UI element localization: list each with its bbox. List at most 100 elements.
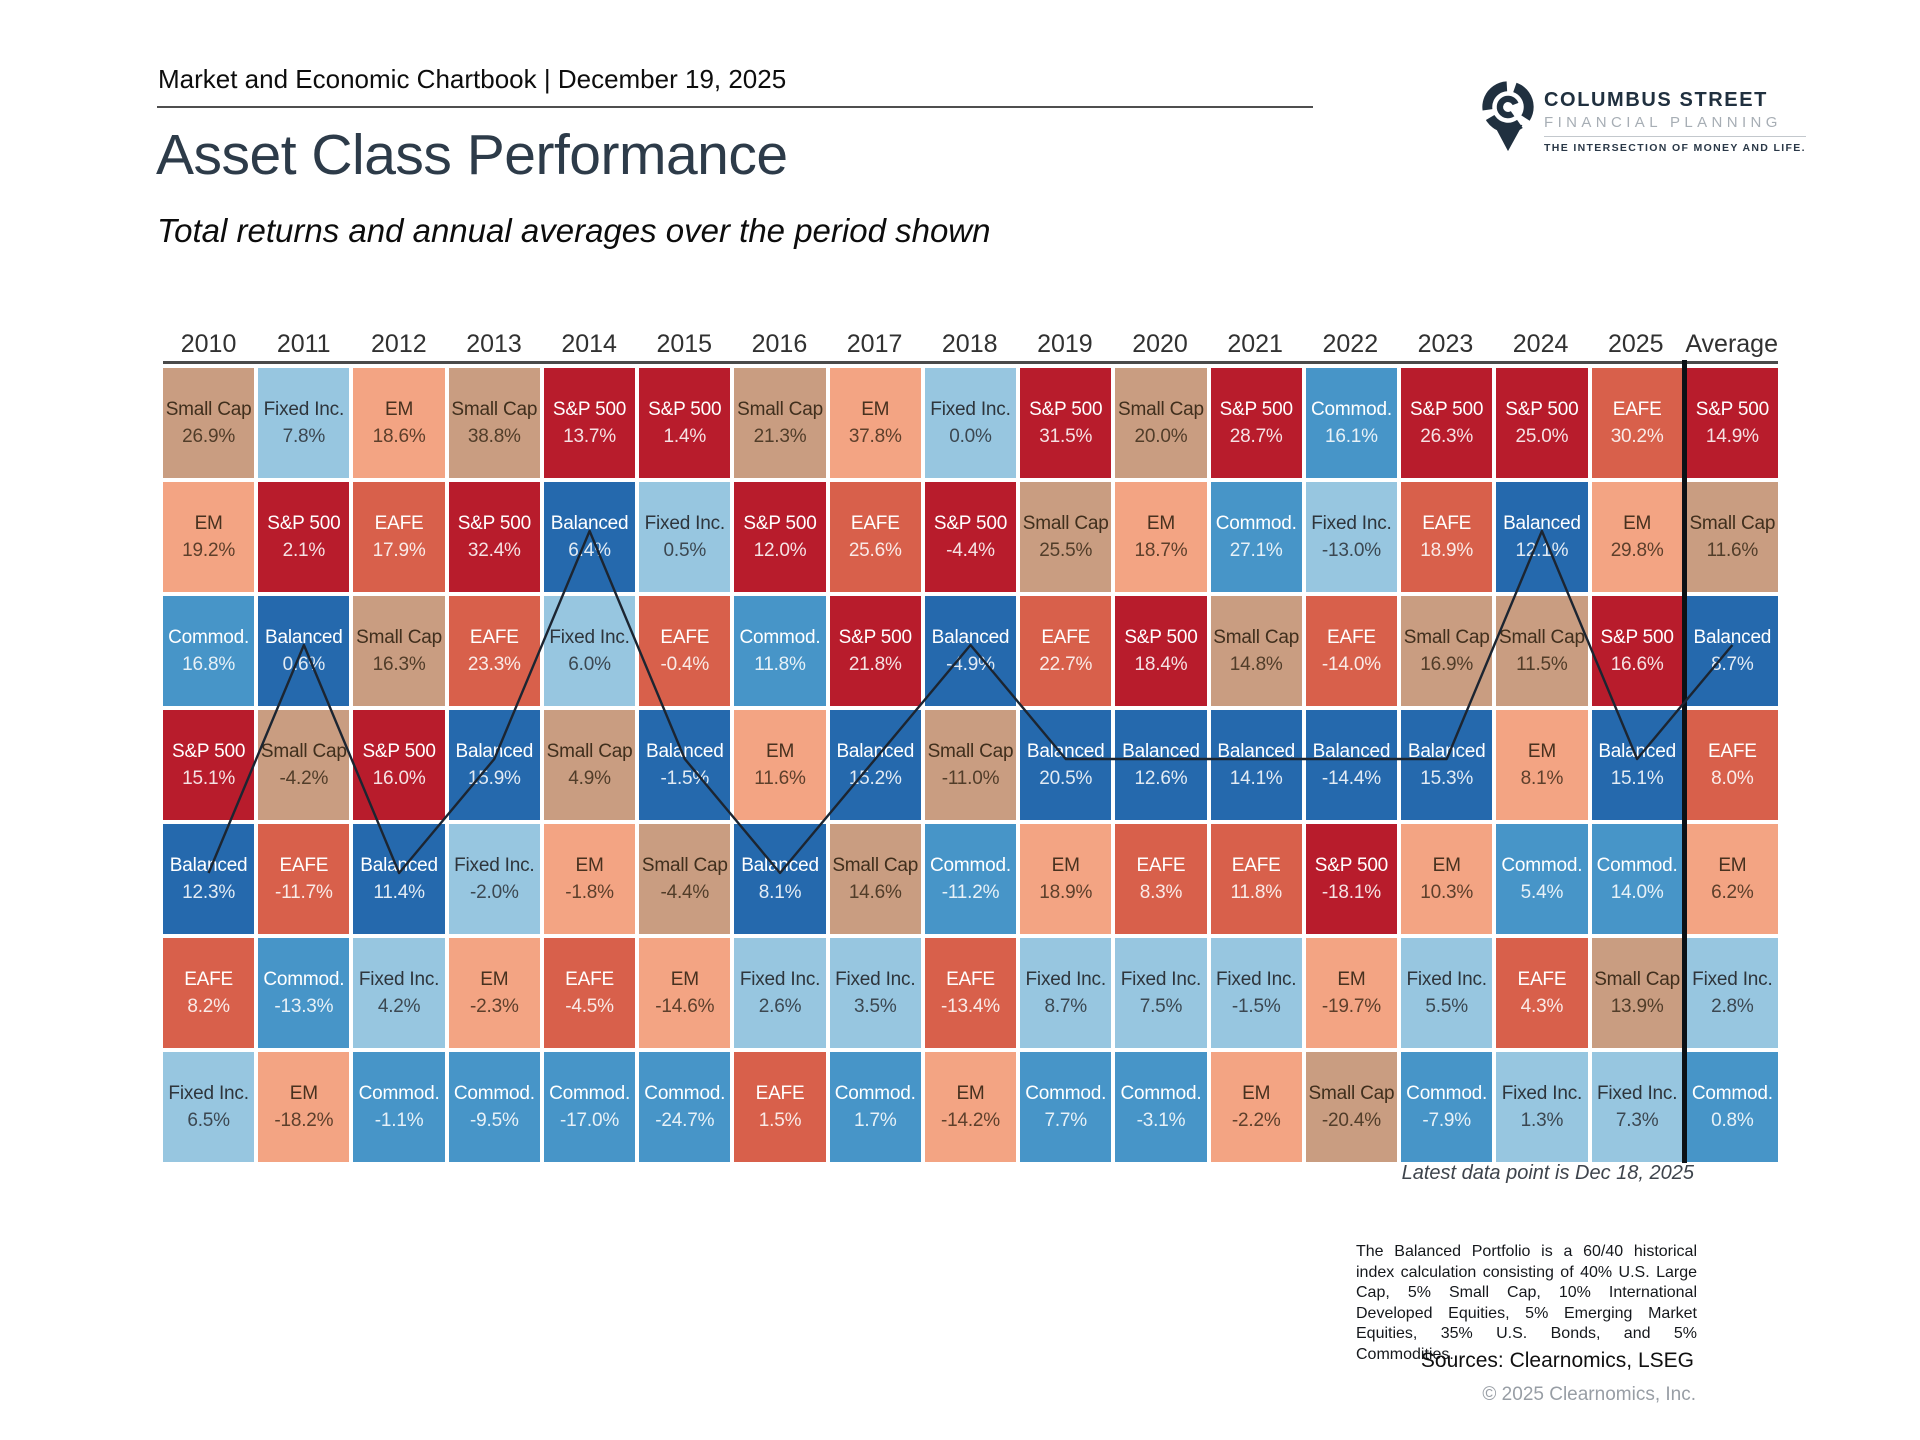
asset-label: EAFE — [1707, 741, 1757, 762]
asset-label: Commod. — [1120, 1083, 1202, 1104]
cell-2015-rank7: Commod. -24.7% — [639, 1052, 731, 1162]
column-header-2021: 2021 — [1227, 330, 1283, 358]
asset-label: Small Cap — [1022, 513, 1109, 534]
asset-return-value: 11.6% — [1706, 540, 1759, 561]
cell-2015-rank4: Balanced -1.5% — [639, 710, 731, 820]
asset-return-value: 0.6% — [282, 654, 326, 675]
asset-label: Commod. — [263, 969, 345, 990]
cell-2017-rank3: S&P 500 21.8% — [829, 596, 921, 706]
asset-label: S&P 500 — [838, 627, 912, 648]
asset-label: Commod. — [549, 1083, 631, 1104]
cell-2017-rank4: Balanced 15.2% — [829, 710, 921, 820]
asset-label: Commod. — [168, 627, 250, 648]
cell-2023-rank1: S&P 500 26.3% — [1401, 368, 1493, 478]
column-header-2024: 2024 — [1512, 330, 1569, 358]
asset-label: EM — [289, 1083, 318, 1104]
column-header-2018: 2018 — [941, 330, 998, 358]
asset-label: Fixed Inc. — [1311, 513, 1392, 534]
asset-label: EM — [1527, 741, 1556, 762]
cell-2019-rank5: EM 18.9% — [1020, 824, 1112, 934]
asset-return-value: 12.6% — [1134, 768, 1188, 789]
cell-2022-rank7: Small Cap -20.4% — [1305, 1052, 1398, 1162]
asset-label: Commod. — [1025, 1083, 1107, 1104]
logo-name: COLUMBUS STREET — [1544, 89, 1768, 111]
asset-label: Small Cap — [165, 399, 252, 420]
page-subtitle: Total returns and annual averages over t… — [157, 212, 991, 249]
asset-label: EAFE — [1517, 969, 1567, 990]
asset-label: EM — [1146, 513, 1176, 534]
cell-2021-rank6: Fixed Inc. -1.5% — [1210, 938, 1302, 1048]
asset-label: Balanced — [1407, 741, 1486, 762]
asset-return-value: -19.7% — [1321, 996, 1381, 1017]
asset-label: Fixed Inc. — [739, 969, 821, 990]
asset-label: EM — [1432, 855, 1461, 876]
asset-label: Balanced — [1312, 741, 1391, 762]
cell-2020-rank6: Fixed Inc. 7.5% — [1115, 938, 1207, 1048]
asset-return-value: -4.4% — [660, 882, 710, 903]
asset-label: Fixed Inc. — [358, 969, 440, 990]
asset-return-value: -14.0% — [1321, 654, 1381, 675]
asset-label: EAFE — [279, 855, 329, 876]
asset-label: EM — [194, 513, 223, 534]
page-title: Asset Class Performance — [156, 123, 788, 187]
asset-return-value: 15.2% — [848, 768, 902, 789]
cell-average-rank5: EM 6.2% — [1686, 824, 1778, 934]
asset-return-value: -1.5% — [1231, 996, 1281, 1017]
asset-label: Commod. — [453, 1083, 535, 1104]
cell-2015-rank6: EM -14.6% — [639, 938, 731, 1048]
cell-2017-rank2: EAFE 25.6% — [829, 482, 921, 592]
cell-2018-rank5: Commod. -11.2% — [924, 824, 1017, 934]
cell-2020-rank4: Balanced 12.6% — [1115, 710, 1207, 820]
asset-label: EM — [670, 969, 699, 990]
asset-label: Small Cap — [1213, 627, 1300, 648]
cell-2024-rank1: S&P 500 25.0% — [1496, 368, 1588, 478]
asset-return-value: 8.7% — [1711, 654, 1754, 675]
header-divider — [157, 106, 1313, 108]
asset-return-value: 25.6% — [848, 540, 902, 561]
cell-2013-rank4: Balanced 15.9% — [448, 710, 540, 820]
cell-2021-rank2: Commod. 27.1% — [1210, 482, 1302, 592]
column-header-2012: 2012 — [371, 330, 427, 358]
asset-label: EAFE — [184, 969, 234, 990]
asset-return-value: 7.8% — [282, 426, 326, 447]
cell-2016-rank5: Balanced 8.1% — [734, 824, 826, 934]
cell-2013-rank1: Small Cap 38.8% — [448, 368, 540, 478]
asset-return-value: 21.8% — [848, 654, 902, 675]
column-header-average: Average — [1685, 330, 1778, 358]
asset-return-value: -13.0% — [1321, 540, 1381, 561]
cell-2018-rank4: Small Cap -11.0% — [924, 710, 1017, 820]
asset-return-value: 18.7% — [1134, 540, 1188, 561]
asset-return-value: -18.1% — [1321, 882, 1381, 903]
asset-label: S&P 500 — [1029, 399, 1103, 420]
asset-label: EM — [1242, 1083, 1271, 1104]
cell-2012-rank5: Balanced 11.4% — [353, 824, 445, 934]
cell-average-rank4: EAFE 8.0% — [1686, 710, 1778, 820]
asset-label: Fixed Inc. — [1406, 969, 1487, 990]
asset-return-value: -4.5% — [565, 996, 614, 1017]
asset-return-value: -11.7% — [275, 882, 333, 903]
cell-2025-rank3: S&P 500 16.6% — [1591, 596, 1683, 706]
asset-label: EM — [1337, 969, 1366, 990]
asset-label: S&P 500 — [1505, 399, 1579, 420]
asset-label: Small Cap — [1118, 399, 1204, 420]
latest-data-footnote: Latest data point is Dec 18, 2025 — [1401, 1162, 1694, 1184]
asset-return-value: 29.8% — [1610, 540, 1664, 561]
asset-return-value: 18.9% — [1039, 882, 1093, 903]
asset-label: Balanced — [1122, 741, 1200, 762]
asset-return-value: 11.6% — [754, 768, 806, 789]
cell-2016-rank3: Commod. 11.8% — [734, 596, 826, 706]
asset-return-value: 20.5% — [1039, 768, 1093, 789]
asset-label: S&P 500 — [1219, 399, 1293, 420]
asset-return-value: 1.5% — [758, 1110, 802, 1131]
asset-label: S&P 500 — [648, 399, 722, 420]
cell-2013-rank2: S&P 500 32.4% — [448, 482, 540, 592]
asset-return-value: 6.2% — [1711, 882, 1754, 903]
column-header-2013: 2013 — [466, 330, 522, 358]
asset-label: EM — [385, 399, 414, 420]
cell-2014-rank2: Balanced 6.4% — [543, 482, 636, 592]
cell-average-rank1: S&P 500 14.9% — [1686, 368, 1778, 478]
asset-return-value: 8.1% — [758, 882, 802, 903]
cell-2012-rank3: Small Cap 16.3% — [353, 596, 445, 706]
asset-return-value: 25.0% — [1515, 426, 1569, 447]
cell-2010-rank1: Small Cap 26.9% — [163, 368, 255, 478]
